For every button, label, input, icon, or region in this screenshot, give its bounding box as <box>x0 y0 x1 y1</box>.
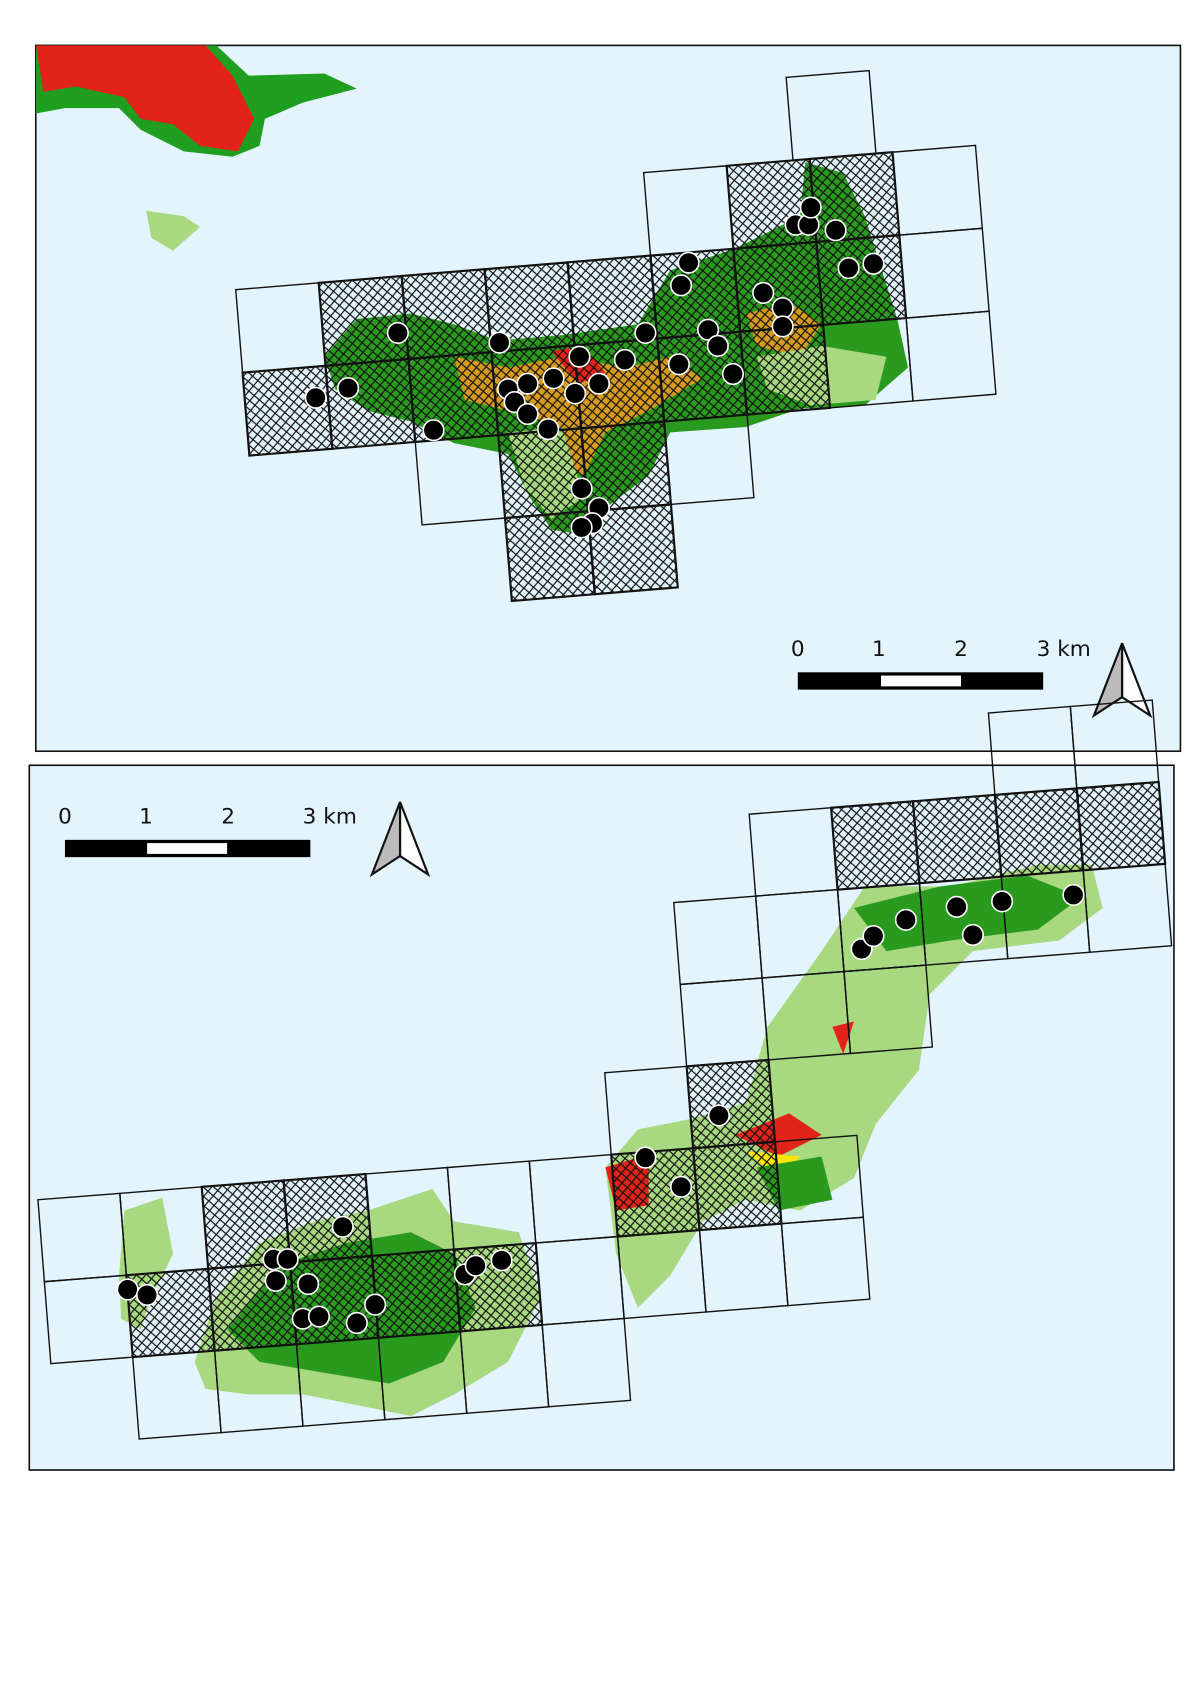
point <box>721 362 745 386</box>
scale-label: 1 <box>872 637 886 662</box>
point <box>771 315 794 338</box>
grid-cell <box>400 268 493 361</box>
point <box>422 419 445 442</box>
grid-cell <box>993 787 1085 878</box>
grid-cell <box>691 1140 783 1232</box>
point <box>307 1305 331 1328</box>
point <box>264 1269 287 1292</box>
north-arrow <box>1091 642 1153 719</box>
grid-cell <box>407 351 500 444</box>
point <box>697 318 720 341</box>
point <box>613 348 636 372</box>
grid-cell <box>241 364 334 457</box>
grid-cell <box>497 427 590 520</box>
point <box>386 321 409 344</box>
grid-cell <box>815 233 908 327</box>
point <box>894 908 917 931</box>
scale-bar: 0 1 2 3 km <box>58 805 357 858</box>
point <box>824 219 847 242</box>
grid-cell <box>317 274 410 367</box>
point <box>570 516 593 539</box>
point <box>634 321 657 344</box>
point <box>564 382 587 405</box>
point <box>862 924 885 948</box>
grid-cell <box>541 1317 632 1408</box>
grid-cell <box>739 323 832 416</box>
observation-points <box>304 196 885 539</box>
grid-cell <box>370 1248 462 1339</box>
point <box>542 367 565 390</box>
point <box>634 1146 657 1169</box>
point <box>799 196 822 219</box>
grid-cell <box>1082 863 1173 953</box>
point <box>464 1254 487 1277</box>
grid-cell <box>580 420 673 513</box>
grid-cell <box>780 1216 871 1307</box>
grid-cell <box>125 1267 216 1359</box>
point <box>568 345 591 368</box>
point <box>706 334 729 357</box>
point <box>667 353 690 376</box>
scale-label: 1 <box>139 805 153 830</box>
map-panel: 0 1 2 3 km <box>28 699 1175 1471</box>
point <box>345 1311 368 1335</box>
grid-cell <box>324 357 417 450</box>
scale-label: 3 km <box>303 805 357 830</box>
point <box>707 1104 730 1127</box>
grid-cell <box>685 1058 777 1150</box>
grid-cell <box>586 503 679 596</box>
point <box>488 331 511 354</box>
grid-cell <box>829 800 921 891</box>
point <box>490 1249 513 1272</box>
grid-cell <box>905 310 997 402</box>
grid-cell <box>282 1172 374 1264</box>
point <box>116 1278 139 1301</box>
point <box>587 372 610 395</box>
point <box>669 274 693 297</box>
grid-cell <box>1075 780 1167 872</box>
point <box>771 296 794 320</box>
point <box>136 1283 159 1306</box>
point <box>337 376 360 400</box>
point <box>304 386 327 409</box>
grid-cell <box>1069 699 1160 790</box>
point <box>516 372 539 395</box>
grid-cell <box>911 793 1003 885</box>
point <box>752 281 775 305</box>
scale-label: 2 <box>221 805 235 830</box>
scale-label: 0 <box>58 805 72 830</box>
map-panel: 0 1 2 3 km <box>34 44 1182 753</box>
scale-bar: 0 1 2 3 km <box>791 637 1091 690</box>
observation-points <box>116 883 1085 1335</box>
point <box>570 477 593 500</box>
point <box>276 1248 299 1271</box>
scale-label: 3 km <box>1037 637 1091 662</box>
point <box>1062 883 1085 907</box>
point <box>669 1175 693 1198</box>
scale-label: 0 <box>791 637 805 662</box>
point <box>516 402 539 426</box>
point <box>364 1293 387 1316</box>
grid-cell <box>808 151 901 244</box>
point <box>297 1273 320 1296</box>
point <box>862 252 885 275</box>
point <box>837 256 860 280</box>
point <box>991 890 1014 913</box>
point <box>537 418 560 441</box>
point <box>331 1215 354 1238</box>
point <box>945 895 968 918</box>
grid-cell <box>663 413 755 506</box>
north-arrow <box>369 801 431 878</box>
scale-label: 2 <box>954 637 968 662</box>
point <box>677 251 700 274</box>
point <box>961 923 984 947</box>
